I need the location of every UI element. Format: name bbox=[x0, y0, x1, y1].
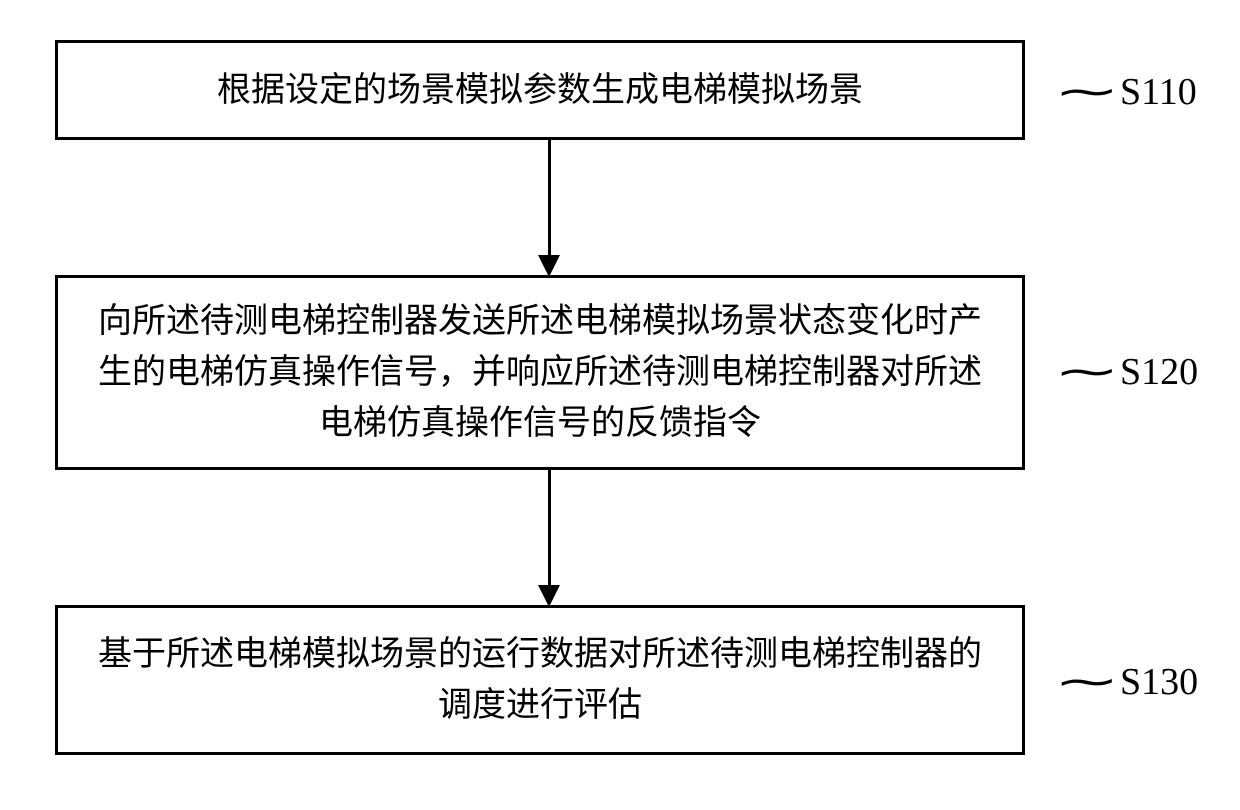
node-text: 基于所述电梯模拟场景的运行数据对所述待测电梯控制器的调度进行评估 bbox=[88, 629, 992, 731]
label-connector-tilde: ∼ bbox=[1053, 68, 1120, 115]
arrow-head bbox=[538, 585, 560, 607]
label-connector-tilde: ∼ bbox=[1053, 348, 1120, 395]
node-label-s130: S130 bbox=[1120, 660, 1198, 704]
arrow-head bbox=[538, 255, 560, 277]
flowchart-canvas: 根据设定的场景模拟参数生成电梯模拟场景∼S110向所述待测电梯控制器发送所述电梯… bbox=[0, 0, 1240, 810]
flowchart-node-s130: 基于所述电梯模拟场景的运行数据对所述待测电梯控制器的调度进行评估 bbox=[55, 605, 1025, 755]
node-text: 根据设定的场景模拟参数生成电梯模拟场景 bbox=[217, 65, 863, 116]
arrow-line bbox=[548, 470, 551, 585]
node-label-s110: S110 bbox=[1120, 70, 1197, 114]
flowchart-arrow bbox=[538, 140, 560, 277]
arrow-line bbox=[548, 140, 551, 255]
flowchart-arrow bbox=[538, 470, 560, 607]
node-label-s120: S120 bbox=[1120, 350, 1198, 394]
node-text: 向所述待测电梯控制器发送所述电梯模拟场景状态变化时产生的电梯仿真操作信号，并响应… bbox=[88, 296, 992, 449]
flowchart-node-s110: 根据设定的场景模拟参数生成电梯模拟场景 bbox=[55, 40, 1025, 140]
label-connector-tilde: ∼ bbox=[1053, 658, 1120, 705]
flowchart-node-s120: 向所述待测电梯控制器发送所述电梯模拟场景状态变化时产生的电梯仿真操作信号，并响应… bbox=[55, 275, 1025, 470]
